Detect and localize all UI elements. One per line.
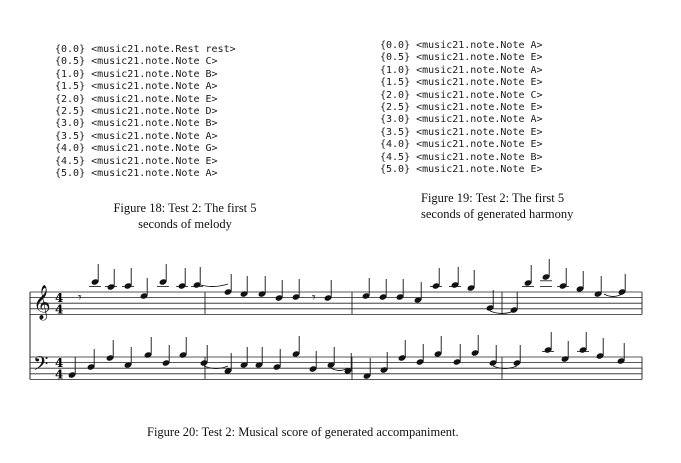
note-head xyxy=(200,360,208,366)
note-head xyxy=(486,305,494,311)
note-head xyxy=(524,280,532,286)
note-head xyxy=(140,293,148,299)
code-line: {2.0} <music21.note.Note C> xyxy=(380,89,543,101)
note-head xyxy=(292,351,300,357)
note-head xyxy=(561,356,569,362)
code-line: {4.0} <music21.note.Note E> xyxy=(380,139,543,151)
code-line: {5.0} <music21.note.Note E> xyxy=(380,164,543,176)
note-head xyxy=(594,291,602,297)
tie xyxy=(492,365,518,369)
code-line: {0.5} <music21.note.Note C> xyxy=(55,56,218,68)
code-line: {3.0} <music21.note.Note A> xyxy=(380,114,543,126)
note-head xyxy=(258,291,266,297)
code-line: {0.0} <music21.note.Note A> xyxy=(380,40,543,51)
note-head xyxy=(255,362,263,368)
note-head xyxy=(179,352,187,358)
treble-clef-icon: 𝄞 xyxy=(33,285,51,321)
note-head xyxy=(453,359,461,365)
note-head xyxy=(240,291,248,297)
note-head xyxy=(91,279,99,285)
note-head xyxy=(309,366,317,372)
note-head xyxy=(379,294,387,300)
note-head xyxy=(124,362,132,368)
time-signature-numerator: 4 xyxy=(55,291,63,305)
note-head xyxy=(380,367,388,373)
tie xyxy=(603,293,623,297)
code-line: {1.0} <music21.note.Note B> xyxy=(55,68,218,80)
note-head xyxy=(240,362,248,368)
note-head xyxy=(489,360,497,366)
bass-clef-icon: 𝄢 xyxy=(33,352,48,380)
note-head xyxy=(144,352,152,358)
note-head xyxy=(106,355,114,361)
eighth-rest-icon: 𝄾 xyxy=(78,290,82,306)
figure20-caption: Figure 20: Test 2: Musical score of gene… xyxy=(147,425,459,439)
code-line: {0.5} <music21.note.Note E> xyxy=(380,52,543,64)
note-head xyxy=(275,295,283,301)
eighth-rest-icon: 𝄾 xyxy=(312,290,316,306)
note-head xyxy=(159,279,167,285)
note-head xyxy=(596,353,604,359)
tie xyxy=(330,367,349,371)
note-head xyxy=(87,364,95,370)
code-line: {3.5} <music21.note.Note E> xyxy=(380,126,543,138)
note-head xyxy=(363,373,371,379)
note-head xyxy=(362,293,370,299)
tie xyxy=(203,365,229,369)
note-head xyxy=(618,289,626,295)
note-head xyxy=(324,295,332,301)
note-head xyxy=(434,351,442,357)
code-line: {1.0} <music21.note.Note A> xyxy=(380,64,543,76)
tie xyxy=(196,283,229,287)
time-signature-denominator: 4 xyxy=(55,368,63,382)
code-line: {3.5} <music21.note.Note A> xyxy=(55,130,218,142)
note-head xyxy=(396,294,404,300)
note-head xyxy=(224,368,232,374)
note-head xyxy=(224,289,232,295)
code-line: {3.0} <music21.note.Note B> xyxy=(55,118,218,130)
note-head xyxy=(467,285,475,291)
note-head xyxy=(617,358,625,364)
code-line: {2.0} <music21.note.Note E> xyxy=(55,93,218,105)
note-head xyxy=(107,284,115,290)
score-staves: 𝄞 44𝄢 44 xyxy=(29,285,643,382)
code-line: {4.5} <music21.note.Note E> xyxy=(55,155,218,167)
note-head xyxy=(414,297,422,303)
note-head xyxy=(416,359,424,365)
note-head xyxy=(576,286,584,292)
code-line: {2.5} <music21.note.Note E> xyxy=(380,102,543,114)
code-line: {0.0} <music21.note.Rest rest> xyxy=(55,44,236,55)
figure19-caption: Figure 19: Test 2: The first 5 seconds o… xyxy=(421,191,574,221)
figure18-code-listing: {0.0} <music21.note.Rest rest> {0.5} <mus… xyxy=(55,44,236,180)
code-line: {1.5} <music21.note.Note E> xyxy=(380,77,543,89)
note-head xyxy=(513,360,521,366)
note-head xyxy=(542,274,550,280)
tie xyxy=(489,310,515,314)
note-head xyxy=(327,362,335,368)
time-signature-numerator: 4 xyxy=(55,356,63,370)
note-head xyxy=(344,368,352,374)
code-line: {2.5} <music21.note.Note D> xyxy=(55,106,218,118)
time-signature-denominator: 4 xyxy=(55,303,63,317)
note-head xyxy=(273,364,281,370)
figure18-caption: Figure 18: Test 2: The first 5 seconds o… xyxy=(113,201,257,231)
code-line: {4.5} <music21.note.Note B> xyxy=(380,151,543,163)
code-line: {4.0} <music21.note.Note G> xyxy=(55,143,218,155)
code-line: {1.5} <music21.note.Note A> xyxy=(55,81,218,93)
note-head xyxy=(398,355,406,361)
note-head xyxy=(162,360,170,366)
code-line: {5.0} <music21.note.Note A> xyxy=(55,168,218,180)
figure19-code-listing: {0.0} <music21.note.Note A> {0.5} <music2… xyxy=(380,40,543,176)
note-head xyxy=(292,294,300,300)
note-head xyxy=(471,350,479,356)
note-head xyxy=(68,372,76,378)
score-notes: 𝄾 𝄾 xyxy=(68,259,626,379)
